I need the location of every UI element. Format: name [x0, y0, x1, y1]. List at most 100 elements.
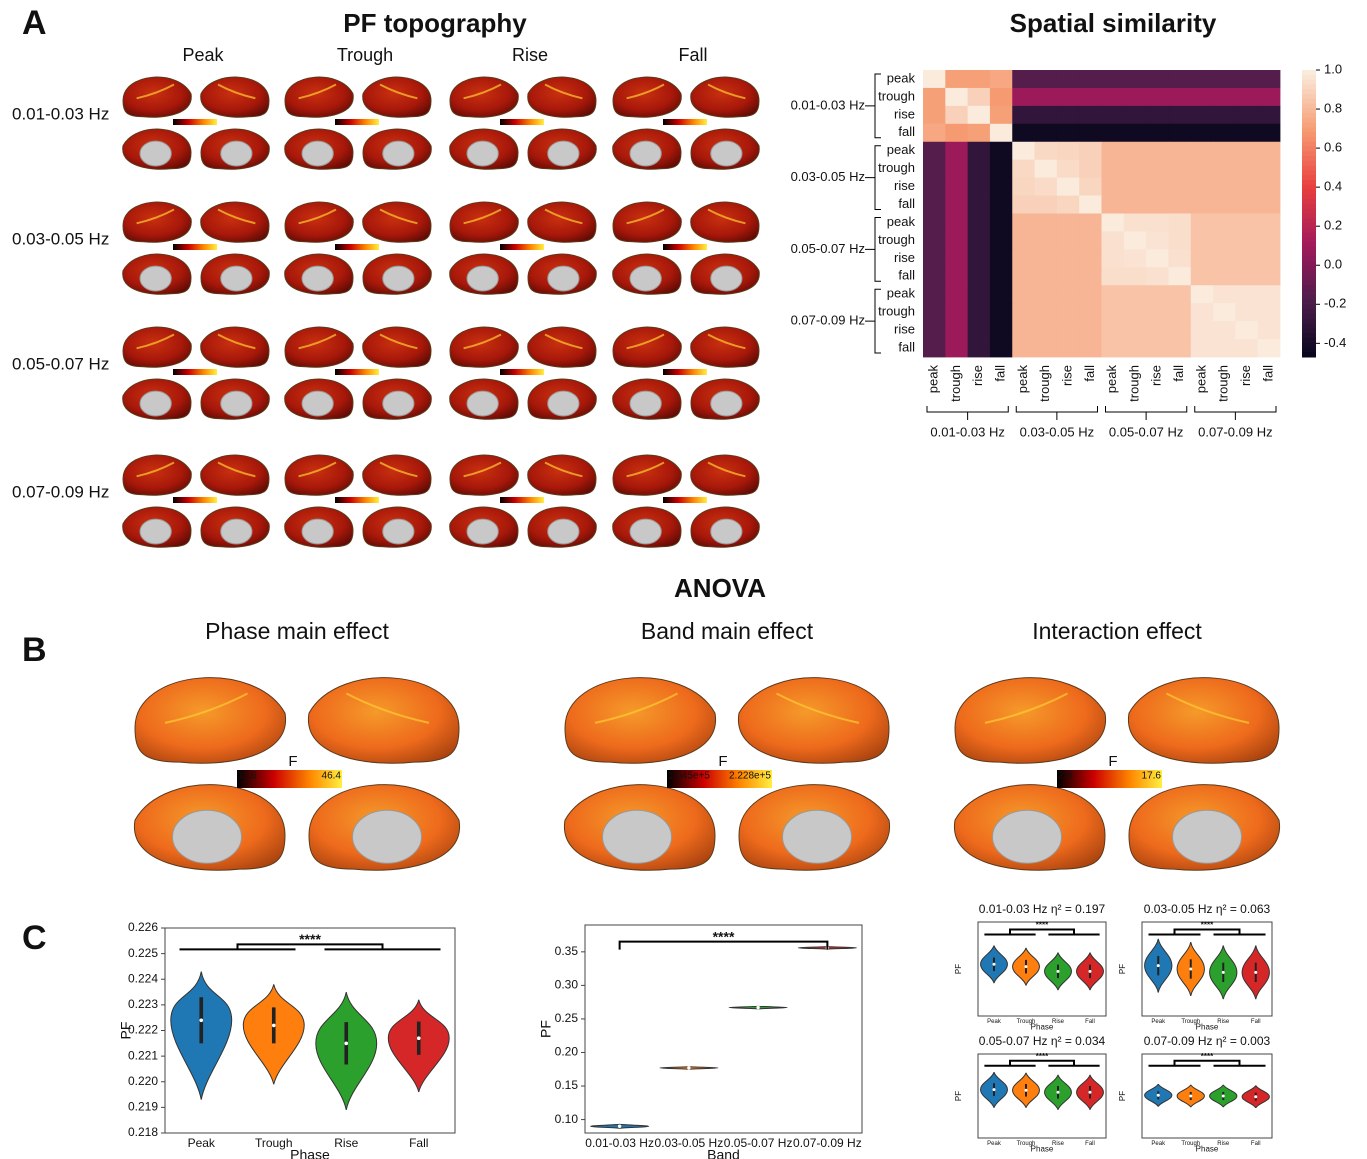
heatmap-cell	[1213, 88, 1236, 106]
colorbar-segment	[1302, 147, 1316, 152]
heatmap-cell	[1146, 303, 1169, 321]
row-label: 0.05-0.07 Hz	[12, 354, 109, 373]
colorbar-tick-label: 0.4	[1324, 179, 1342, 194]
heatmap-cell	[1191, 70, 1214, 88]
row-tick-label: rise	[894, 106, 915, 121]
heatmap-cell	[990, 178, 1013, 196]
heatmap-cell	[1035, 178, 1058, 196]
heatmap-cell	[990, 124, 1013, 142]
brain	[528, 254, 596, 294]
subplot-title: 0.03-0.05 Hz η² = 0.063	[1144, 902, 1271, 916]
brain	[363, 254, 431, 294]
medial-wall	[140, 266, 171, 291]
heatmap-cell	[1012, 249, 1035, 267]
heatmap-cell	[1235, 88, 1258, 106]
heatmap-cell	[1235, 124, 1258, 142]
heatmap-cell	[1168, 214, 1191, 232]
medial-wall	[173, 810, 242, 863]
mini-colorbar	[663, 244, 707, 250]
brain-surface	[285, 202, 353, 242]
heatmap-cell	[1146, 285, 1169, 303]
heatmap-cell	[1124, 303, 1147, 321]
heatmap-cell	[1102, 249, 1125, 267]
violin-median	[1157, 1094, 1160, 1097]
heatmap-cell	[1213, 267, 1236, 285]
brain-surface	[201, 77, 269, 117]
heatmap-cell	[1168, 124, 1191, 142]
brain-surface	[363, 202, 431, 242]
colorbar-title: F	[288, 753, 297, 770]
violin-median	[1025, 965, 1028, 968]
heatmap-cell	[1213, 196, 1236, 214]
heatmap-cell	[1079, 321, 1102, 339]
brain	[123, 254, 191, 294]
brain	[528, 507, 596, 547]
brain	[201, 77, 269, 117]
brain-surface	[691, 202, 759, 242]
heatmap-cell	[923, 142, 946, 160]
colorbar-max: 17.6	[1142, 771, 1162, 782]
colorbar-segment	[1302, 194, 1316, 199]
heatmap-cell	[1258, 124, 1281, 142]
heatmap-cell	[1258, 249, 1281, 267]
brain	[739, 785, 890, 871]
heatmap-cell	[1035, 303, 1058, 321]
axes-frame	[585, 925, 862, 1133]
colorbar-segment	[1302, 285, 1316, 290]
x-tick-label: Fall	[1251, 1019, 1261, 1025]
colorbar-segment	[1302, 127, 1316, 132]
heatmap-cell	[1035, 285, 1058, 303]
heatmap-cell	[968, 106, 991, 124]
column-tick-label: trough	[948, 365, 963, 402]
column-tick-label: rise	[1149, 365, 1164, 386]
colorbar-segment	[1302, 214, 1316, 219]
x-tick-label: 0.01-0.03 Hz	[585, 1136, 654, 1150]
heatmap-cell	[1057, 321, 1080, 339]
violin-median	[272, 1024, 276, 1028]
band-bracket	[927, 406, 1008, 420]
heatmap-cell	[945, 196, 968, 214]
map-title: Interaction effect	[1032, 618, 1202, 644]
heatmap-cell	[1035, 88, 1058, 106]
violin-median	[1057, 1091, 1060, 1094]
column-tick-label: trough	[1126, 365, 1141, 402]
band-bracket	[1106, 406, 1187, 420]
brain-surface	[285, 455, 353, 495]
heatmap-cell	[945, 178, 968, 196]
heatmap-cell	[1124, 339, 1147, 357]
heatmap-cell	[1035, 196, 1058, 214]
heatmap-cell	[968, 196, 991, 214]
heatmap-cell	[923, 339, 946, 357]
x-axis-label: Phase	[1031, 1145, 1054, 1154]
heatmap-cell	[1079, 160, 1102, 178]
heatmap-cell	[1146, 106, 1169, 124]
medial-wall	[302, 266, 333, 291]
colorbar-tick-label: 0.2	[1324, 218, 1342, 233]
heatmap-cell	[1079, 231, 1102, 249]
column-heading: Rise	[512, 45, 548, 65]
heatmap-cell	[923, 303, 946, 321]
brain	[613, 507, 681, 547]
y-tick-label: 0.218	[128, 1125, 158, 1139]
brain-surface	[528, 327, 596, 367]
heatmap-cell	[1146, 142, 1169, 160]
heatmap-cell	[1213, 303, 1236, 321]
heatmap-cell	[1035, 339, 1058, 357]
heatmap-cell	[1168, 106, 1191, 124]
brain-surface	[285, 327, 353, 367]
brain	[565, 678, 716, 764]
heatmap-cell	[923, 124, 946, 142]
brain	[123, 507, 191, 547]
heatmap-cell	[1235, 214, 1258, 232]
heatmap-cell	[990, 214, 1013, 232]
heatmap-cell	[1168, 249, 1191, 267]
heatmap-cell	[1124, 285, 1147, 303]
brain	[201, 455, 269, 495]
heatmap-cell	[990, 70, 1013, 88]
brain	[450, 77, 518, 117]
heatmap-cell	[1146, 231, 1169, 249]
brain-surface	[691, 77, 759, 117]
brain-surface	[528, 202, 596, 242]
heatmap-cell	[923, 231, 946, 249]
violin-median	[1057, 970, 1060, 973]
